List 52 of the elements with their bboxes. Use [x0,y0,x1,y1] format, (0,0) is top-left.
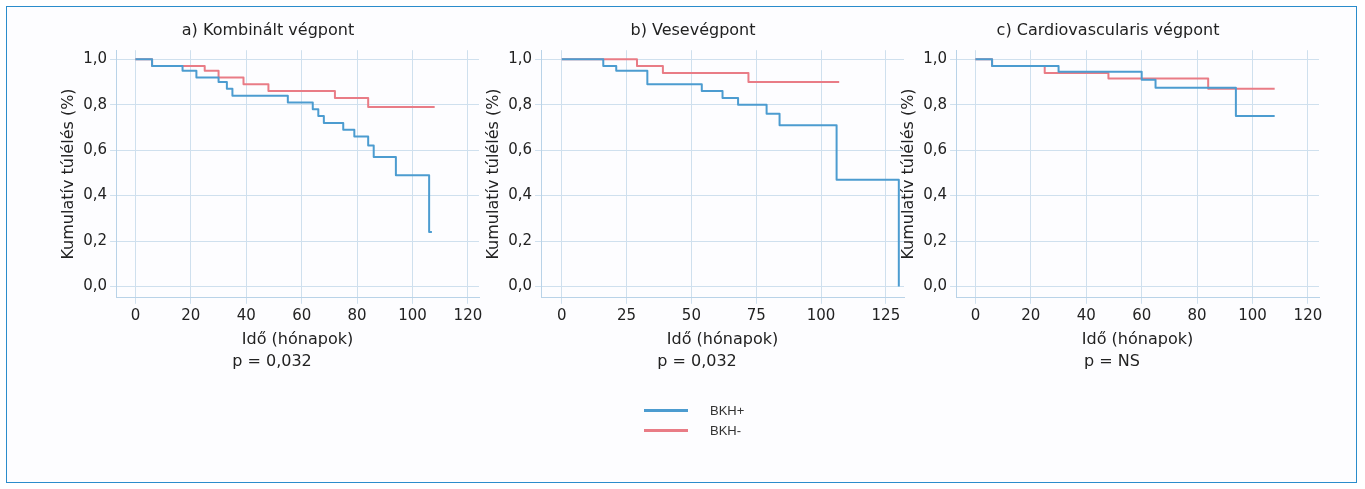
x-tick-label: 20 [181,305,201,324]
chart-title: c) Cardiovascularis végpont [996,19,1220,39]
y-tick-label: 0,8 [508,94,533,113]
text: p = NS [1083,351,1141,370]
x-axis-title: Idő (hónapok) [666,328,779,348]
x-tick-label: 40 [1076,305,1096,324]
text: p = 0,032 [231,351,313,370]
x-tick-label: 0 [557,305,567,324]
y-tick-label: 1,0 [83,49,108,68]
y-tick-label: 0,4 [923,185,948,204]
x-tick-label: 100 [1238,305,1267,324]
y-tick-label: 0,4 [83,185,108,204]
y-axis-title: Kumulatív túlélés (%) [57,88,77,260]
y-tick-label: 1,0 [923,49,948,68]
legend-label: BKH- [710,422,743,438]
x-tick-label: 125 [871,305,901,324]
x-tick-label: 60 [1132,305,1152,324]
y-tick-label: 0,6 [508,140,533,159]
y-axis-title: Kumulatív túlélés (%) [482,88,502,260]
x-tick-label: 20 [1021,305,1041,324]
x-tick-label: 80 [1187,305,1207,324]
chart-title: a) Kombinált végpont [181,19,355,39]
text: p = 0,032 [656,351,738,370]
y-tick-label: 0,4 [508,185,533,204]
x-tick-label: 100 [806,305,836,324]
y-tick-label: 0,2 [508,230,533,249]
y-tick-label: 0,8 [923,94,948,113]
y-tick-label: 0,2 [83,230,108,249]
x-tick-label: 100 [398,305,427,324]
y-tick-label: 0,6 [83,140,108,159]
y-tick-label: 0,2 [923,230,948,249]
y-axis-title: Kumulatív túlélés (%) [897,88,917,260]
chart-title: b) Vesevégpont [630,19,756,39]
x-tick-label: 50 [681,305,701,324]
legend-label: BKH+ [710,402,746,418]
x-tick-label: 25 [617,305,637,324]
y-tick-label: 0,8 [83,94,108,113]
x-tick-label: 120 [1293,305,1323,324]
x-tick-label: 0 [130,305,141,324]
x-tick-label: 40 [236,305,256,324]
x-tick-label: 75 [746,305,766,324]
x-axis-title: Idő (hónapok) [1081,328,1194,348]
y-tick-label: 1,0 [508,49,533,68]
x-tick-label: 0 [970,305,981,324]
x-tick-label: 120 [453,305,483,324]
y-tick-label: 0,0 [923,276,948,295]
y-tick-label: 0,6 [923,140,948,159]
y-tick-label: 0,0 [83,276,108,295]
y-tick-label: 0,0 [508,276,533,295]
x-tick-label: 80 [347,305,367,324]
x-tick-label: 60 [292,305,312,324]
x-axis-title: Idő (hónapok) [241,328,354,348]
